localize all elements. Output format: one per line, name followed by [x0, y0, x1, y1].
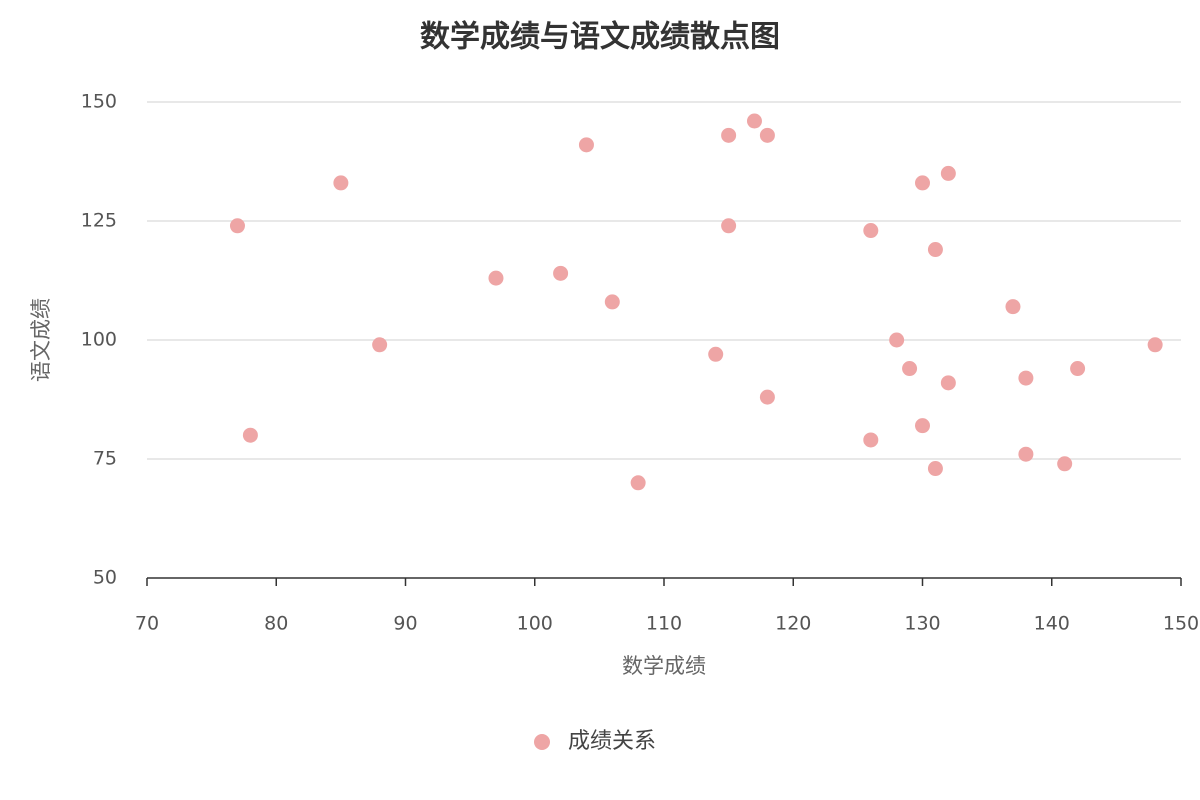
point [759, 389, 775, 405]
point [915, 418, 930, 434]
x-tick-label: 140 [1034, 613, 1070, 635]
x-tick-label: 130 [904, 613, 940, 635]
point [902, 361, 918, 377]
point [1018, 446, 1034, 462]
point [889, 332, 905, 348]
point [1018, 370, 1034, 386]
point [372, 337, 388, 353]
x-tick-label: 90 [393, 613, 417, 635]
point [721, 127, 737, 143]
point [553, 265, 569, 281]
point [721, 218, 737, 234]
y-tick-label: 100 [81, 329, 117, 351]
point [630, 475, 646, 491]
point [1147, 337, 1163, 353]
x-axis-label: 数学成绩 [622, 654, 706, 678]
x-tick-label: 80 [264, 613, 288, 635]
point [242, 427, 258, 443]
y-tick-label: 150 [81, 91, 117, 113]
x-tick-label: 120 [775, 613, 811, 635]
point [863, 223, 879, 239]
point [927, 461, 943, 477]
x-tick-label: 100 [517, 613, 553, 635]
point [940, 165, 956, 181]
point [604, 294, 620, 310]
point [759, 127, 775, 143]
y-axis-label: 语文成绩 [29, 298, 53, 382]
point [863, 432, 879, 448]
point [927, 242, 943, 258]
point [229, 218, 245, 234]
point [488, 270, 504, 286]
point [1005, 299, 1021, 315]
x-tick-label: 70 [135, 613, 159, 635]
x-tick-label: 150 [1163, 613, 1199, 635]
point [746, 113, 762, 129]
y-tick-label: 125 [81, 210, 117, 232]
y-tick-label: 50 [93, 567, 117, 589]
point [1070, 361, 1086, 377]
x-tick-label: 110 [646, 613, 682, 635]
chart-title: 数学成绩与语文成绩散点图 [420, 20, 780, 55]
legend-label: 成绩关系 [568, 729, 656, 754]
point [940, 375, 956, 391]
y-tick-label: 75 [93, 448, 117, 470]
legend-marker [534, 734, 550, 750]
point [333, 175, 349, 191]
point [915, 175, 930, 191]
point [578, 137, 594, 153]
point [1057, 456, 1073, 472]
point [708, 346, 724, 362]
